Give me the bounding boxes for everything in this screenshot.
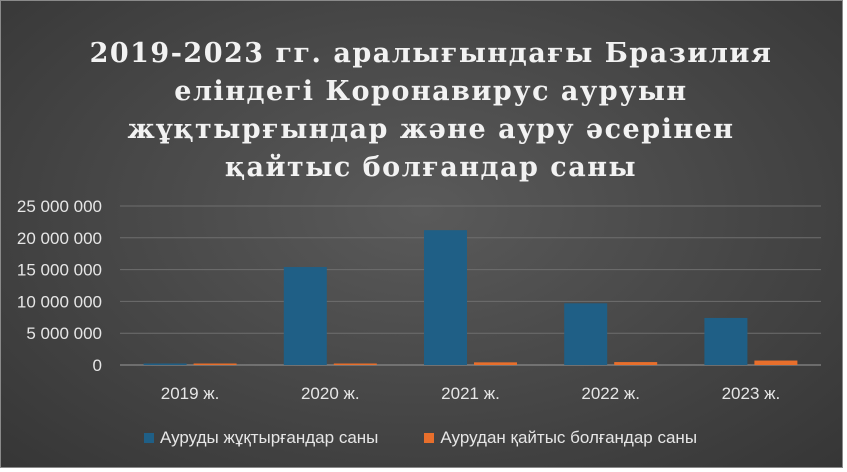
legend: Ауруды жұқтырғандар саны Аурудан қайтыс б… <box>0 428 841 448</box>
y-tick-label: 25 000 000 <box>17 197 102 216</box>
y-tick-label: 0 <box>93 356 102 375</box>
x-tick-label: 2019 ж. <box>161 384 220 403</box>
bar-infected <box>564 303 608 365</box>
bar-deaths <box>614 362 658 365</box>
bar-deaths <box>193 363 237 365</box>
legend-label: Аурудан қайтыс болғандар саны <box>440 428 698 447</box>
legend-item-infected: Ауруды жұқтырғандар саны <box>143 428 379 448</box>
bar-infected <box>143 363 187 365</box>
legend-swatch <box>143 433 154 443</box>
bar-deaths <box>474 362 517 365</box>
bar-infected <box>283 267 327 365</box>
y-tick-label: 15 000 000 <box>17 261 102 280</box>
chart-title: 2019-2023 гг. аралығындағы Бразилия елін… <box>89 38 773 183</box>
bar-deaths <box>754 360 798 365</box>
bar-infected <box>704 317 748 365</box>
legend-item-deaths: Аурудан қайтыс болғандар саны <box>424 428 697 448</box>
x-tick-label: 2021 ж. <box>441 384 500 403</box>
legend-swatch <box>424 433 435 443</box>
y-tick-label: 5 000 000 <box>26 324 102 343</box>
legend-label: Ауруды жұқтырғандар саны <box>159 428 379 447</box>
x-tick-label: 2020 ж. <box>301 384 360 403</box>
x-tick-label: 2023 ж. <box>722 384 781 403</box>
x-tick-label: 2022 ж. <box>581 384 640 403</box>
bar-deaths <box>333 363 377 365</box>
bar-infected <box>424 230 467 365</box>
y-tick-label: 20 000 000 <box>17 229 102 248</box>
y-tick-label: 10 000 000 <box>17 292 102 311</box>
